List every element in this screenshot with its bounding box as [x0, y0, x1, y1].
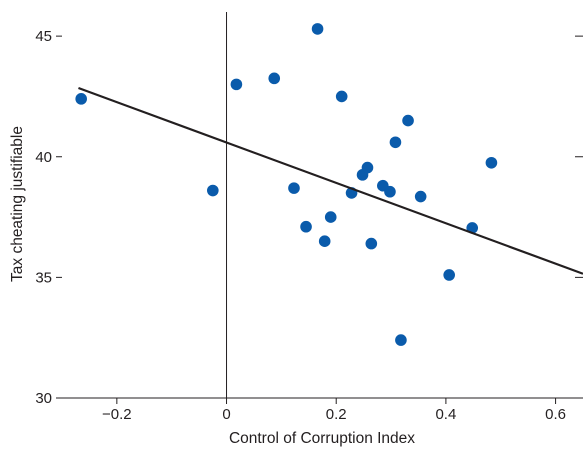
y-tick-label: 30 [35, 390, 52, 407]
data-point [335, 90, 348, 103]
data-point [75, 93, 87, 105]
data-point [384, 185, 396, 198]
x-tick-label: 0.4 [435, 406, 456, 423]
data-points [75, 23, 498, 346]
data-point [311, 23, 324, 35]
trend-line [78, 86, 583, 275]
x-tick-label: −0.2 [102, 406, 132, 423]
data-point [414, 190, 427, 203]
tick-labels: 30 35 40 45 −0.2 0 0.2 0.4 0.6 [35, 28, 566, 423]
data-point [389, 136, 402, 149]
y-tick-label: 35 [35, 269, 52, 286]
data-point [361, 161, 374, 174]
x-tick-label: 0 [222, 406, 230, 423]
axes [62, 12, 583, 399]
data-point [324, 211, 337, 223]
data-point [365, 237, 378, 250]
data-point [288, 182, 300, 194]
data-point [485, 156, 498, 169]
data-point [318, 235, 331, 247]
y-axis-title: Tax cheating justifiable [9, 126, 26, 282]
x-tick-label: 0.2 [326, 406, 347, 423]
trend-line-group [78, 86, 583, 275]
data-point [268, 72, 281, 85]
x-tick-label: 0.6 [545, 406, 566, 423]
data-point [395, 334, 407, 346]
data-point [402, 114, 414, 127]
data-point [300, 220, 312, 233]
y-tick-label: 40 [35, 149, 52, 166]
tick-marks [56, 35, 583, 404]
y-tick-label: 45 [35, 28, 52, 45]
data-point [443, 269, 455, 281]
data-point [207, 184, 219, 197]
x-axis-title: Control of Corruption Index [229, 430, 415, 447]
data-point [230, 78, 243, 91]
